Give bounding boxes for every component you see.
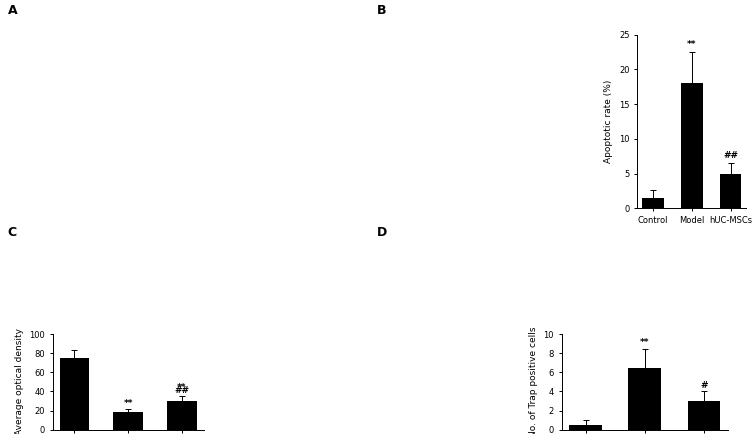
Bar [113,412,143,430]
Text: **: ** [177,383,187,392]
Bar [167,401,197,430]
Text: **: ** [640,338,649,347]
Text: #: # [700,381,707,390]
Bar [60,358,89,430]
Text: A: A [8,4,17,17]
Text: D: D [377,226,388,239]
Y-axis label: Average optical density: Average optical density [15,329,24,434]
Text: ##: ## [723,151,738,161]
Bar [642,198,664,208]
Bar [681,83,703,208]
Y-axis label: No. of Trap positive cells: No. of Trap positive cells [529,327,538,434]
Bar [569,425,602,430]
Y-axis label: Apoptotic rate (%): Apoptotic rate (%) [605,80,614,163]
Text: **: ** [687,40,697,49]
Text: **: ** [124,399,133,408]
Bar [688,401,720,430]
Text: C: C [8,226,17,239]
Bar [628,368,661,430]
Text: B: B [377,4,387,17]
Bar [720,174,741,208]
Text: ##: ## [174,386,189,395]
